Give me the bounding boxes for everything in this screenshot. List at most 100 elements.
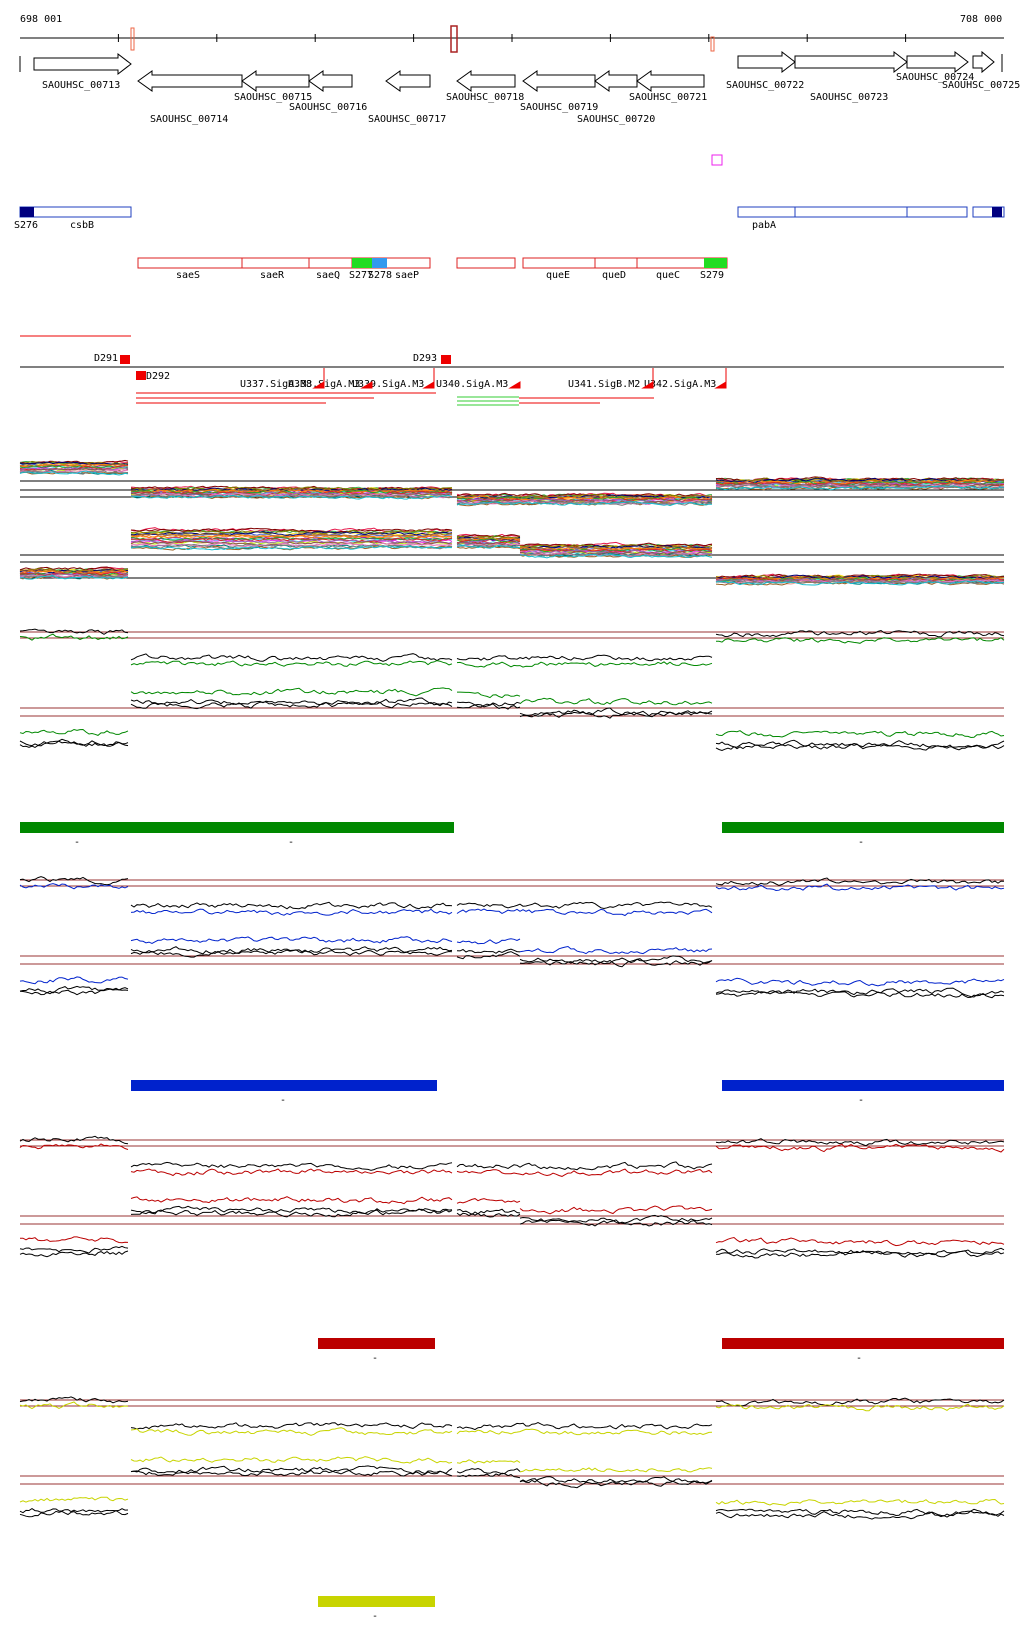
segment-bar-blue[interactable]: [131, 1080, 437, 1091]
operon-label: csbB: [70, 220, 94, 231]
gene-saouhsc-00717[interactable]: SAOUHSC_00717: [368, 70, 446, 125]
operon-label: queD: [602, 270, 626, 281]
sig-segment-green: [352, 258, 372, 268]
red-operon-track: saeS saeR saeQ S277 S278 saeP queE queD …: [137, 257, 728, 281]
feature-label: D292: [146, 371, 170, 382]
gene-saouhsc-00716[interactable]: SAOUHSC_00716: [289, 70, 367, 113]
segment-bar-red[interactable]: [318, 1338, 435, 1349]
gene-label: SAOUHSC_00721: [629, 92, 707, 103]
operon-label: queE: [546, 270, 570, 281]
gene-arrow[interactable]: [594, 70, 638, 92]
operon-label: S276: [14, 220, 38, 231]
gene-arrow[interactable]: [737, 50, 796, 74]
segment-label: -: [74, 837, 80, 848]
operon-segment: [20, 207, 34, 217]
promoter-marker[interactable]: [714, 381, 727, 389]
ruler-marker: [710, 36, 715, 52]
gene-label: SAOUHSC_00716: [289, 102, 367, 113]
operon-label: S279: [700, 270, 724, 281]
condition-track-green: [19, 628, 1005, 752]
gene-label: SAOUHSC_00713: [42, 80, 120, 91]
terminator-marker[interactable]: [120, 355, 130, 364]
promoter-marker[interactable]: [360, 381, 373, 389]
gene-saouhsc-00714[interactable]: SAOUHSC_00714: [137, 70, 243, 125]
gene-saouhsc-00724[interactable]: SAOUHSC_00724: [896, 50, 974, 83]
expression-overview-track: [19, 459, 1005, 586]
segment-bar-red[interactable]: [722, 1338, 1004, 1349]
terminator-marker[interactable]: [441, 355, 451, 364]
ruler-marker: [450, 25, 458, 53]
gene-label: SAOUHSC_00723: [810, 92, 888, 103]
gene-label: SAOUHSC_00722: [726, 80, 804, 91]
gene-label: SAOUHSC_00718: [446, 92, 524, 103]
operon-label: S278: [368, 270, 392, 281]
gene-saouhsc-00719[interactable]: SAOUHSC_00719: [520, 70, 598, 113]
operon-label: saeS: [176, 270, 200, 281]
promoter-marker[interactable]: [508, 381, 521, 389]
gene-saouhsc-00713[interactable]: SAOUHSC_00713: [33, 52, 132, 91]
operon-label: pabA: [752, 220, 776, 231]
sig-segment-green: [704, 258, 727, 268]
operon-box[interactable]: [456, 257, 516, 269]
operon-box[interactable]: [19, 206, 132, 218]
gene-saouhsc-00723[interactable]: SAOUHSC_00723: [794, 50, 908, 103]
segment-label: -: [856, 1353, 862, 1364]
segment-bars: - - - - - - - -: [20, 822, 1004, 1622]
gene-saouhsc-00721[interactable]: SAOUHSC_00721: [629, 70, 707, 103]
gene-label: SAOUHSC_00717: [368, 114, 446, 125]
segment-label: -: [288, 837, 294, 848]
gene-saouhsc-00722[interactable]: SAOUHSC_00722: [726, 50, 804, 91]
gene-arrow[interactable]: [522, 70, 596, 92]
gene-label: SAOUHSC_00719: [520, 102, 598, 113]
gene-label: SAOUHSC_00724: [896, 72, 974, 83]
operon-label: saeQ: [316, 270, 340, 281]
gene-arrow[interactable]: [137, 70, 243, 92]
segment-label: -: [372, 1353, 378, 1364]
segment-bar-blue[interactable]: [722, 1080, 1004, 1091]
operon-label: S277: [349, 270, 373, 281]
gene-arrow[interactable]: [636, 70, 705, 92]
segment-bar-green[interactable]: [20, 822, 454, 833]
operon-box[interactable]: [737, 206, 968, 218]
feature-label: U339.SigA.M3: [352, 379, 424, 390]
gene-label: SAOUHSC_00714: [150, 114, 228, 125]
feature-label: U337.SigA.M3: [240, 379, 312, 390]
gene-arrow[interactable]: [308, 70, 353, 92]
segment-label: -: [858, 837, 864, 848]
condition-track-blue: [19, 876, 1005, 999]
gene-saouhsc-00725[interactable]: SAOUHSC_00725: [942, 50, 1020, 91]
feature-label: D291: [94, 353, 118, 364]
operon-box[interactable]: [522, 257, 728, 269]
gene-arrow[interactable]: [794, 50, 908, 74]
gene-saouhsc-00715[interactable]: SAOUHSC_00715: [234, 70, 312, 103]
operon-label: saeR: [260, 270, 285, 281]
segment-bar-yellow[interactable]: [318, 1596, 435, 1607]
operon-box[interactable]: [972, 206, 1005, 218]
gene-arrow[interactable]: [385, 70, 431, 92]
terminator-marker[interactable]: [136, 371, 146, 380]
operon-box[interactable]: [137, 257, 431, 269]
feature-label: D293: [413, 353, 437, 364]
feature-label: U341.SigB.M2: [568, 379, 640, 390]
blue-operon-track: S276 csbB pabA: [14, 206, 1005, 231]
gene-arrow[interactable]: [33, 52, 132, 76]
condition-track-yellow: [19, 1396, 1005, 1520]
promoter-marker[interactable]: [422, 381, 435, 389]
gene-label: SAOUHSC_00720: [577, 114, 655, 125]
operon-label: saeP: [395, 270, 419, 281]
ruler-end-label: 708 000: [960, 14, 1002, 25]
segment-bar-green[interactable]: [722, 822, 1004, 833]
operon-segment: [992, 207, 1002, 217]
gene-saouhsc-00718[interactable]: SAOUHSC_00718: [446, 70, 524, 103]
feature-track: D291 D292 D293 U337.SigA.M3 U338.SigA.M3…: [20, 335, 1004, 406]
condition-track-red: [19, 1135, 1005, 1259]
ruler-ticks: [117, 34, 907, 42]
feature-label: U342.SigA.M3: [644, 379, 716, 390]
sig-segment-blue: [372, 258, 387, 268]
segment-label: -: [372, 1611, 378, 1622]
gene-arrow[interactable]: [972, 50, 995, 74]
gene-arrow[interactable]: [906, 50, 969, 74]
gene-arrow[interactable]: [241, 70, 310, 92]
gene-arrow[interactable]: [456, 70, 516, 92]
